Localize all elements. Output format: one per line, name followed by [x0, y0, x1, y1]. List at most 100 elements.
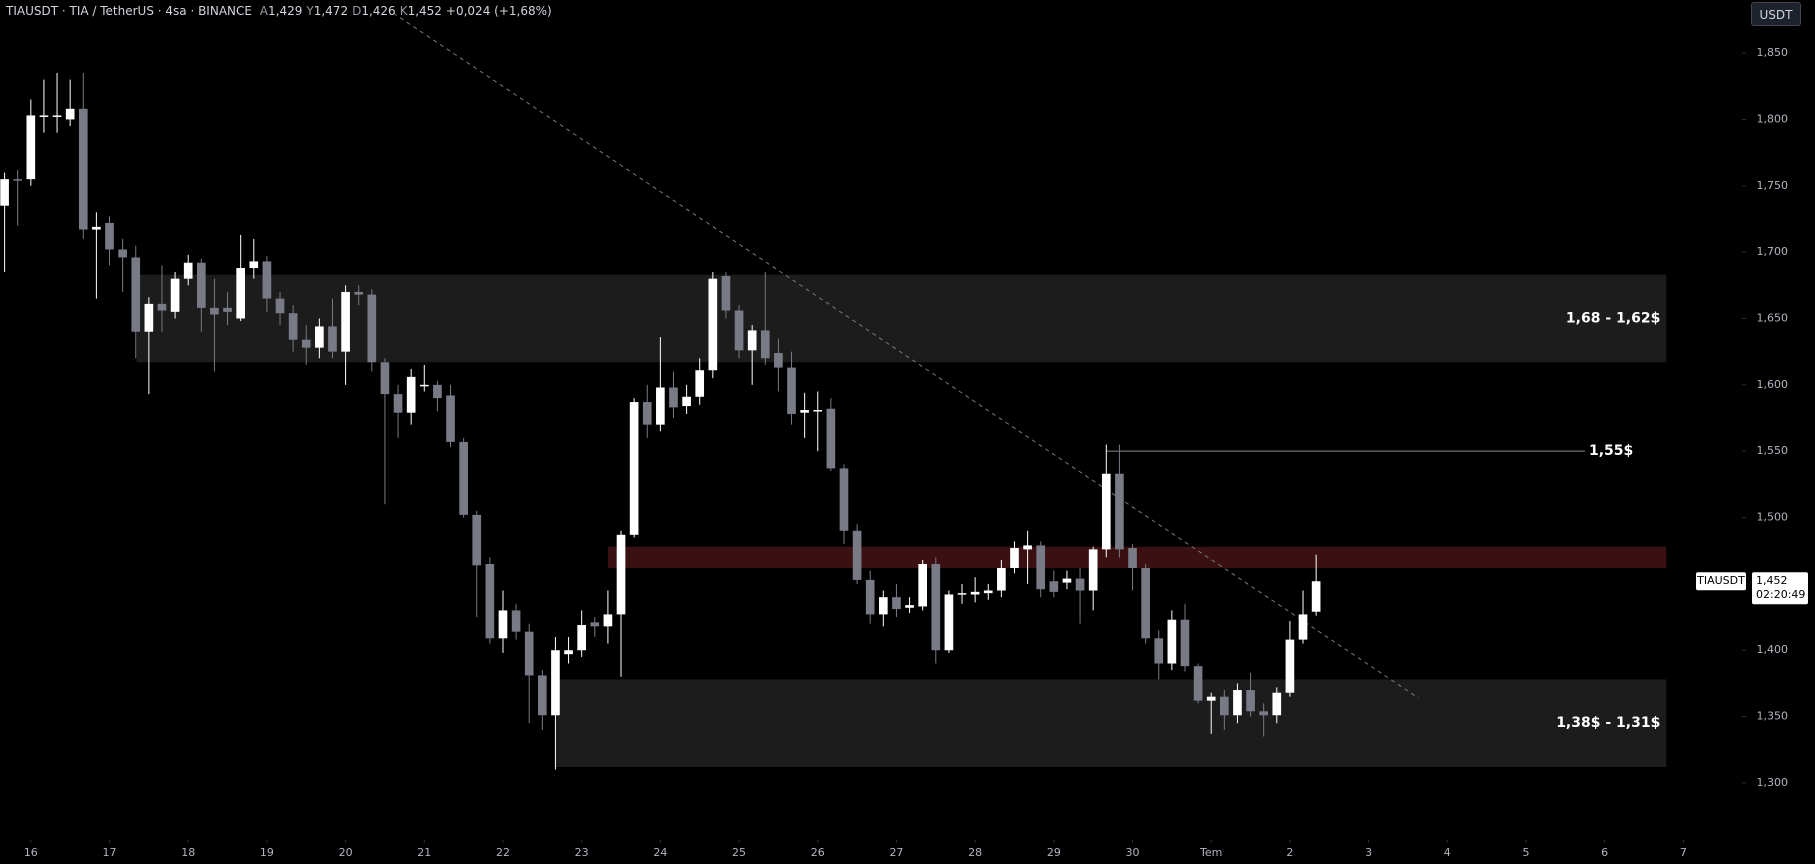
x-tick-label: 4 [1444, 846, 1451, 859]
symbol: TIAUSDT · TIA / TetherUS · 4sa · BINANCE [6, 4, 252, 18]
candle-body [577, 625, 587, 651]
candle-body [1259, 711, 1269, 716]
candle-body [747, 330, 757, 351]
candle-body [262, 261, 272, 299]
candle-body [249, 261, 259, 269]
candle-body [1206, 696, 1216, 701]
candle-body [669, 387, 678, 408]
candle-body [39, 115, 49, 117]
candle-body [879, 597, 888, 615]
candle-body [223, 307, 232, 312]
y-tick-label: 1,550 [1757, 444, 1789, 457]
zone [555, 679, 1667, 768]
x-tick-label: 20 [339, 846, 353, 859]
x-tick-label: 22 [496, 846, 510, 859]
candle-body [380, 362, 390, 395]
x-tick-label: 7 [1680, 846, 1687, 859]
ohlc-key: K [399, 4, 408, 18]
candle-body [328, 326, 337, 352]
ohlc-key: Y [306, 4, 314, 18]
candle-body [92, 226, 101, 230]
candle-body [603, 614, 613, 627]
currency-button[interactable]: USDT [1751, 2, 1801, 26]
candle-body [1154, 638, 1164, 664]
y-tick-label: 1,650 [1757, 311, 1789, 324]
x-tick-label: 28 [968, 846, 982, 859]
candle-body [511, 610, 521, 632]
candle-body [157, 303, 167, 311]
candle-body [0, 179, 9, 206]
candle-body [629, 402, 639, 535]
candle-body [918, 563, 928, 607]
ohlc-key: D [352, 4, 362, 18]
price-tag-label: 1,452 [1756, 574, 1788, 587]
candle-body [734, 310, 744, 351]
candle-body [1233, 690, 1242, 716]
candle-body [1036, 545, 1046, 590]
candle-body [524, 631, 534, 676]
candle-body [1010, 548, 1019, 568]
candle-body [970, 591, 980, 595]
candle-body [367, 294, 377, 363]
x-tick-label: 30 [1126, 846, 1140, 859]
symbol-tag-label: TIAUSDT [1696, 574, 1745, 587]
candle-body [721, 276, 731, 311]
candle-body [787, 367, 796, 415]
candle-body [839, 468, 849, 531]
x-tick-label: 24 [653, 846, 667, 859]
candle-body [905, 605, 914, 608]
candle-body [433, 384, 442, 399]
change: +0,024 (+1,68%) [445, 4, 552, 18]
ohlc-value: 1,426 [361, 4, 396, 18]
candle-body [656, 387, 665, 425]
candle-body [1101, 473, 1111, 550]
x-tick-label: 19 [260, 846, 274, 859]
candle-body [800, 410, 809, 413]
candle-body [65, 108, 75, 120]
symbol-tag [1696, 572, 1746, 591]
x-tick-label: 27 [889, 846, 903, 859]
candle-body [315, 326, 324, 348]
candle-body [944, 594, 954, 651]
candle-body [498, 610, 508, 639]
candle-body [616, 534, 626, 615]
candle-body [682, 396, 691, 407]
candle-body [26, 115, 36, 180]
y-tick-label: 1,350 [1757, 710, 1789, 723]
candle-body [105, 222, 114, 250]
y-tick-label: 1,600 [1757, 378, 1789, 391]
candle-body [1062, 578, 1072, 583]
candle-body [708, 278, 718, 371]
x-tick-label: 5 [1522, 846, 1529, 859]
candle-body [275, 298, 285, 314]
candle-body [997, 567, 1006, 591]
y-tick-label: 1,400 [1757, 643, 1789, 656]
zone [136, 274, 1667, 363]
candle-body [1193, 666, 1203, 701]
y-tick-label: 1,850 [1757, 46, 1789, 59]
candle-body [813, 410, 823, 412]
candle-body [406, 376, 416, 413]
candle-body [865, 579, 875, 615]
x-tick-label: 23 [575, 846, 589, 859]
ohlc-value: 1,472 [313, 4, 349, 18]
zone [607, 546, 1667, 568]
candle-body [1272, 692, 1282, 716]
candle-body [341, 291, 350, 352]
candle-body [957, 593, 967, 595]
candle-body [537, 675, 547, 716]
candle-body [170, 278, 180, 312]
candle-body [131, 257, 141, 332]
price-tag [1752, 572, 1808, 605]
trendline [393, 12, 1419, 699]
countdown-label: 02:20:49 [1756, 588, 1805, 601]
candle-body [485, 563, 495, 639]
candle-body [210, 307, 219, 315]
candle-body [144, 303, 154, 332]
candle-body [564, 650, 573, 655]
x-tick-label: 29 [1047, 846, 1061, 859]
x-tick-label: 25 [732, 846, 746, 859]
candle-body [52, 115, 62, 117]
